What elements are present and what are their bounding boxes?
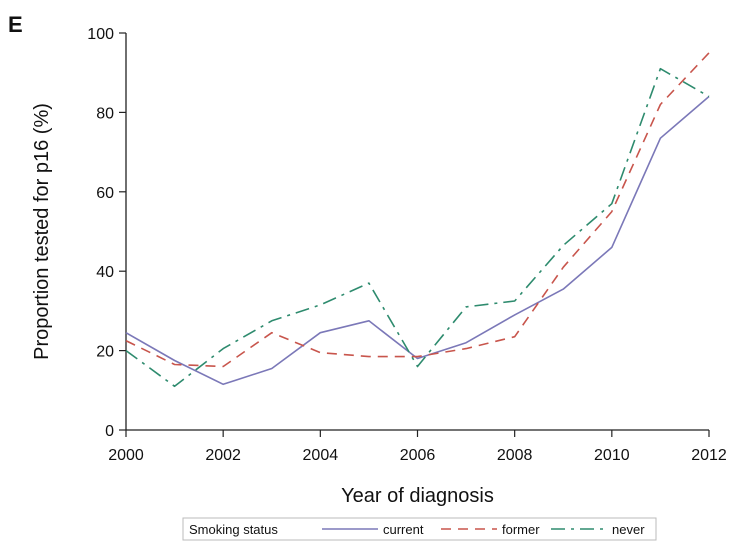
panel-label: E	[8, 12, 23, 37]
series-line-never	[125, 67, 710, 388]
legend-label-current: current	[383, 522, 424, 537]
x-tick-label: 2000	[108, 447, 144, 464]
x-tick-label: 2004	[303, 447, 339, 464]
legend-label-never: never	[612, 522, 645, 537]
y-tick-label: 60	[96, 185, 114, 202]
y-tick-label: 80	[96, 105, 114, 122]
y-tick-label: 40	[96, 264, 114, 281]
y-tick-label: 0	[105, 423, 114, 440]
legend-label-former: former	[502, 522, 540, 537]
x-tick-label: 2012	[691, 447, 727, 464]
x-tick-label: 2006	[400, 447, 436, 464]
x-axis-title: Year of diagnosis	[341, 485, 494, 507]
y-tick-label: 20	[96, 344, 114, 361]
legend-box	[182, 517, 657, 541]
x-tick-label: 2010	[594, 447, 630, 464]
x-tick-label: 2008	[497, 447, 533, 464]
series-line-former	[125, 52, 710, 368]
series-line-current	[125, 95, 710, 386]
x-tick-label: 2002	[205, 447, 241, 464]
legend-title: Smoking status	[189, 522, 278, 537]
y-axis-title: Proportion tested for p16 (%)	[31, 103, 53, 360]
legend: Smoking status current former never	[182, 517, 657, 541]
plot-area: 0 20 40 60 80 100 2000 2002 2004 2006 2008 2010 2012	[87, 26, 727, 464]
y-tick-label: 100	[87, 26, 114, 43]
